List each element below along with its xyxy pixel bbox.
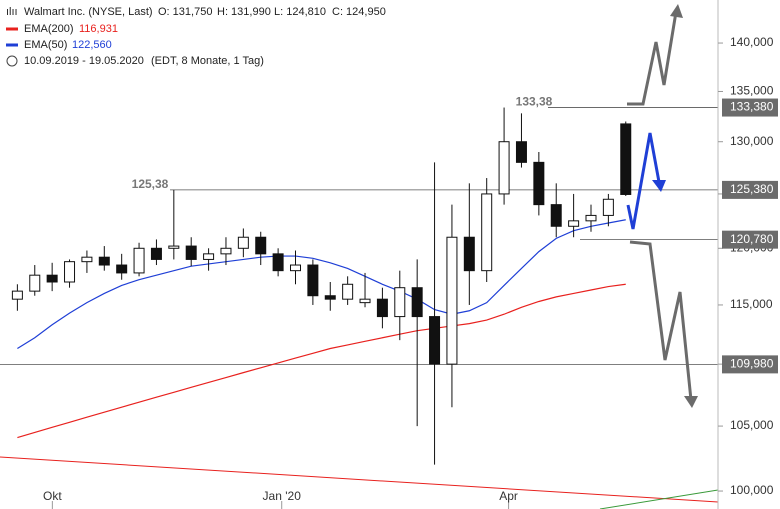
- level-box: [722, 355, 778, 374]
- ohlc: L: 124,810: [274, 6, 326, 18]
- icon: ılıı: [6, 6, 18, 18]
- legend-value: 122,560: [72, 39, 112, 51]
- ohlc: H: 131,990: [217, 6, 271, 18]
- candle-body: [342, 283, 354, 300]
- y-tick-label: 115,000: [730, 297, 773, 311]
- candle-body: [394, 287, 406, 318]
- ohlc: O: 131,750: [158, 6, 212, 18]
- projection-down: [629, 240, 693, 401]
- candle-body: [11, 290, 23, 300]
- candle-body: [255, 236, 267, 255]
- candle-body: [515, 141, 527, 163]
- candle-body: [359, 298, 371, 304]
- candle-body: [133, 247, 145, 274]
- candle-body: [64, 261, 76, 283]
- arrow-head: [652, 180, 666, 192]
- x-tick-label: Jan '20: [263, 489, 302, 503]
- candle-body: [185, 245, 197, 260]
- candle-body: [446, 236, 458, 365]
- y-axis: 100,000105,000110,000115,000120,000125,0…: [718, 35, 778, 497]
- plot-area: Okt Jan '20 Apr 133,38 125,38: [0, 95, 718, 509]
- candle-body: [585, 214, 597, 222]
- ema-line: [17, 283, 626, 439]
- legend-value: 116,931: [79, 23, 118, 35]
- candle-body: [307, 264, 319, 297]
- projection-up: [627, 11, 678, 106]
- trend-line: [0, 456, 719, 503]
- level-box: [722, 98, 778, 117]
- candle-body: [272, 253, 284, 272]
- candle-body: [116, 264, 128, 274]
- y-tick-label: 100,000: [730, 483, 774, 497]
- clock-icon: [6, 55, 18, 67]
- candle-body: [568, 220, 580, 227]
- candle-body: [602, 198, 614, 216]
- candle-body: [324, 295, 336, 300]
- ohlc: C: 124,950: [332, 6, 386, 18]
- candle-body: [29, 274, 41, 292]
- y-tick-label: 135,000: [730, 84, 774, 98]
- legend-label: EMA(50): [24, 39, 67, 51]
- annotation: 125,38: [132, 177, 169, 191]
- arrow-head: [670, 4, 683, 18]
- annotation: 133,38: [516, 95, 553, 109]
- candle-body: [237, 236, 249, 249]
- candle-body: [463, 236, 475, 272]
- title: Walmart Inc. (NYSE, Last): [24, 6, 153, 18]
- candle-body: [429, 316, 441, 365]
- y-tick-label: 130,000: [730, 134, 774, 148]
- legend-label: EMA(200): [24, 23, 74, 35]
- legend: ılıı Walmart Inc. (NYSE, Last) O: 131,75…: [6, 6, 386, 67]
- level-label: 109,980: [730, 357, 774, 371]
- candle-body: [81, 256, 93, 263]
- candle-body: [550, 204, 562, 227]
- range-note: (EDT, 8 Monate, 1 Tag): [151, 55, 264, 67]
- level-box: [722, 230, 778, 249]
- candle-body: [376, 298, 388, 318]
- candle-body: [289, 264, 301, 272]
- candle-body: [498, 141, 510, 195]
- candle-body: [533, 161, 545, 206]
- y-tick-label: 105,000: [730, 418, 774, 432]
- candle-body: [411, 287, 423, 318]
- level-box: [722, 180, 778, 199]
- trend-line-green: [599, 489, 719, 509]
- x-tick-label: Okt: [43, 489, 62, 503]
- candle-body: [620, 123, 632, 195]
- date-range: 10.09.2019 - 19.05.2020: [24, 55, 144, 67]
- level-label: 120,780: [730, 232, 774, 246]
- candle-body: [46, 274, 58, 283]
- candle-body: [203, 253, 215, 260]
- candle-body: [168, 245, 180, 249]
- candle-body: [481, 193, 493, 272]
- candle-body: [98, 256, 110, 266]
- x-tick-label: Apr: [499, 489, 518, 503]
- candle-body: [150, 247, 162, 260]
- level-label: 133,380: [730, 100, 774, 114]
- candle-body: [220, 247, 232, 255]
- ema-line: [17, 219, 626, 350]
- arrow-head: [684, 396, 698, 408]
- level-label: 125,380: [730, 182, 774, 196]
- projection-blue: [626, 132, 661, 230]
- y-tick-label: 140,000: [730, 35, 774, 49]
